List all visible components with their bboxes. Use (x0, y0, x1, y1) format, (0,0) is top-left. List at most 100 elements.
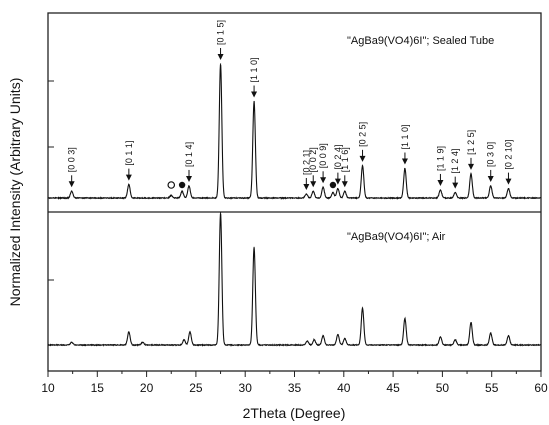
peak-0-19 (507, 188, 510, 190)
x-tick-label: 20 (140, 381, 154, 395)
annotation-label: [0 1 1] (124, 141, 134, 166)
peak-0-7 (305, 193, 307, 195)
peak-1-7 (306, 340, 308, 342)
peak-0-3 (181, 190, 183, 192)
x-tick-label: 15 (91, 381, 105, 395)
x-tick-label: 60 (534, 381, 548, 395)
peak-0-4 (188, 185, 190, 187)
peak-0-12 (344, 190, 346, 192)
peak-1-10 (337, 333, 339, 336)
annotation-label: [0 2 4] (333, 145, 343, 170)
peak-0-15 (439, 189, 442, 191)
peak-1-8 (313, 339, 315, 341)
peak-1-0 (71, 341, 73, 343)
peak-1-18 (507, 335, 510, 337)
peak-1-2 (142, 341, 144, 343)
annotation-arrow-head (68, 181, 75, 188)
annotation-label: [0 0 3] (67, 147, 77, 172)
peak-0-17 (470, 173, 472, 175)
annotation-label: [1 2 5] (466, 130, 476, 155)
peak-1-3 (183, 339, 185, 341)
x-tick-label: 35 (288, 381, 302, 395)
peak-0-10 (332, 192, 334, 194)
y-ticks (48, 80, 54, 346)
peak-1-16 (470, 321, 472, 324)
peak-1-6 (253, 246, 255, 248)
annotation-label: [0 1 4] (184, 142, 194, 167)
annotation-arrow-head (487, 175, 494, 182)
peak-1-15 (454, 339, 456, 341)
peak-0-14 (404, 167, 406, 170)
peak-0-8 (312, 190, 314, 192)
peak-0-11 (337, 188, 339, 190)
peak-1-5 (219, 212, 222, 214)
peak-annotations: [0 0 3] [0 1 1] [0 1 4] [0 1 5] [1 1 0] [0 2 … (67, 20, 513, 190)
annotation-arrow-head (437, 179, 444, 186)
impurity-filled-circle (178, 181, 186, 189)
annotation-arrow-head (401, 158, 408, 165)
peak-0-6 (253, 100, 255, 103)
peak-0-18 (490, 185, 492, 187)
impurity-markers (167, 181, 337, 189)
annotation-label: [0 2 1] (301, 150, 311, 175)
impurity-open-circle (167, 181, 176, 189)
annotation-arrow-head (452, 182, 459, 189)
annotation-label: [0 2 10] (503, 140, 513, 170)
peak-1-9 (322, 335, 324, 337)
trace-air (47, 213, 542, 347)
annotation-arrow-head (334, 178, 341, 185)
annotation-label: [1 1 9] (435, 146, 445, 171)
annotation-arrow-head (320, 177, 327, 184)
series-label-sealed-tube: "AgBa9(VO4)6I"; Sealed Tube (347, 35, 494, 47)
peaks-air (71, 212, 510, 343)
peak-1-1 (128, 331, 130, 333)
peak-1-4 (189, 331, 191, 333)
x-axis-title: 2Theta (Degree) (243, 405, 346, 421)
plot-frame (47, 12, 542, 372)
annotation-arrow-head (467, 163, 474, 170)
annotation-arrow-head (251, 91, 258, 98)
annotation-label: [1 2 4] (450, 149, 460, 174)
annotation-arrow-head (310, 181, 317, 188)
peak-0-9 (322, 186, 324, 188)
annotation-arrow-head (125, 174, 132, 181)
annotation-label: [0 1 5] (216, 20, 226, 45)
peak-1-17 (490, 332, 492, 334)
annotation-label: [0 2 5] (358, 122, 368, 147)
peak-1-11 (344, 337, 346, 339)
annotation-arrow-head (359, 155, 366, 162)
x-tick-label: 45 (386, 381, 400, 395)
x-tick-label: 30 (239, 381, 253, 395)
series-label-air: "AgBa9(VO4)6I"; Air (347, 231, 446, 243)
x-tick-label: 50 (436, 381, 450, 395)
peak-0-16 (454, 192, 456, 194)
peaks-sealed-tube (71, 63, 510, 196)
peak-0-5 (219, 63, 222, 65)
annotation-label: [0 3 0] (486, 142, 496, 167)
annotation-arrow-head (505, 178, 512, 185)
annotation-label: [1 1 0] (249, 57, 259, 82)
x-tick-label: 55 (485, 381, 499, 395)
impurity-filled-circle (329, 181, 337, 189)
peak-1-13 (404, 318, 406, 320)
annotation-arrow-head (341, 181, 348, 188)
x-tick-label: 10 (41, 381, 55, 395)
annotation-label: [0 0 9] (318, 143, 328, 168)
peak-1-14 (439, 336, 442, 338)
peak-0-2 (170, 194, 172, 196)
x-tick-label: 25 (189, 381, 203, 395)
peak-0-1 (128, 184, 130, 186)
x-tick-label: 40 (337, 381, 351, 395)
annotation-arrow-head (217, 54, 224, 60)
annotation-label: [1 1 0] (400, 124, 410, 149)
trace-sealed-tube (47, 64, 541, 200)
x-ticks: 10 15 20 25 30 35 40 45 50 55 60 (41, 371, 548, 395)
y-axis-title: Normalized Intensity (Arbitrary Units) (7, 78, 23, 307)
annotation-arrow-head (303, 183, 310, 190)
annotation-label: [0 0 2] (308, 147, 318, 172)
peak-1-12 (361, 307, 364, 309)
peak-0-13 (361, 165, 364, 167)
peak-0-0 (71, 190, 73, 192)
annotation-arrow-head (185, 175, 192, 182)
